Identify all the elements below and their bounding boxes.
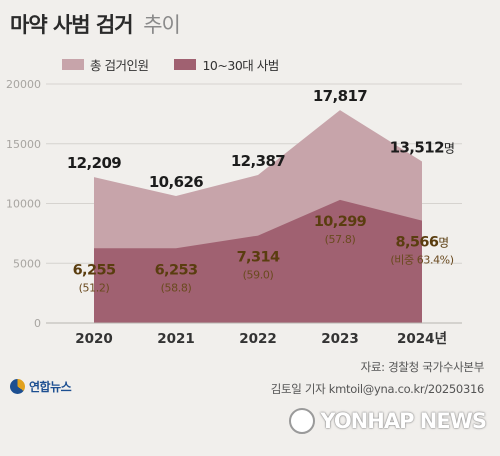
yonhap-news-watermark-icon xyxy=(289,408,316,434)
y-tick-label-0: 0 xyxy=(34,317,41,330)
legend-swatch-youth xyxy=(174,59,197,70)
x-tick-label-1: 2021 xyxy=(157,331,195,347)
legend-item-total: 총 검거인원 xyxy=(62,55,149,74)
yonhap-news-watermark: YONHAP NEWS xyxy=(289,408,487,434)
yonhap-news-watermark-text: YONHAP NEWS xyxy=(320,409,487,433)
youth-value-label-1: 6,253 xyxy=(155,262,198,278)
legend-label-total: 총 검거인원 xyxy=(90,58,149,73)
total-value-label-1: 10,626 xyxy=(149,173,203,191)
yonhap-logo-icon xyxy=(10,379,25,394)
total-value-label-2: 12,387 xyxy=(231,152,285,170)
x-tick-label-3: 2023 xyxy=(321,331,359,347)
youth-share-label-2: (59.0) xyxy=(243,269,274,282)
x-tick-label-0: 2020 xyxy=(75,331,113,347)
x-tick-label-2: 2022 xyxy=(239,331,277,347)
yonhap-logo-text: 연합뉴스 xyxy=(29,380,72,394)
area-series-1 xyxy=(94,199,422,323)
legend: 총 검거인원 10~30대 사범 xyxy=(62,55,305,74)
youth-share-label-0: (51.2) xyxy=(79,281,110,294)
credit-note: 김토일 기자 kmtoil@yna.co.kr/20250316 xyxy=(270,382,485,396)
legend-item-youth: 10~30대 사범 xyxy=(174,55,279,74)
title-suffix: 추이 xyxy=(143,13,181,37)
youth-value-label-2: 7,314 xyxy=(237,250,280,266)
youth-value-label-4: 8,566명 xyxy=(396,235,449,251)
x-tick-label-4: 2024년 xyxy=(397,331,447,347)
y-tick-label-2: 10000 xyxy=(6,198,41,211)
total-value-label-4: 13,512명 xyxy=(390,139,455,157)
total-value-label-3: 17,817 xyxy=(313,87,367,105)
total-value-label-0: 12,209 xyxy=(67,154,121,172)
youth-value-label-3: 10,299 xyxy=(314,214,367,230)
legend-swatch-total xyxy=(62,59,84,70)
source-note: 자료: 경찰청 국가수사본부 xyxy=(360,360,485,374)
yonhap-logo: 연합뉴스 xyxy=(10,378,72,395)
youth-share-label-3: (57.8) xyxy=(325,233,356,246)
legend-label-youth: 10~30대 사범 xyxy=(202,58,279,73)
youth-value-label-0: 6,255 xyxy=(73,262,116,278)
y-tick-label-1: 5000 xyxy=(13,257,41,270)
page-title: 마약 사범 검거 추이 xyxy=(10,9,181,39)
y-tick-label-3: 15000 xyxy=(6,138,41,151)
youth-share-label-1: (58.8) xyxy=(161,281,192,294)
youth-share-label-4: (비중 63.4%) xyxy=(390,254,453,267)
y-tick-label-4: 20000 xyxy=(6,78,41,91)
title-main: 마약 사범 검거 xyxy=(10,13,134,37)
